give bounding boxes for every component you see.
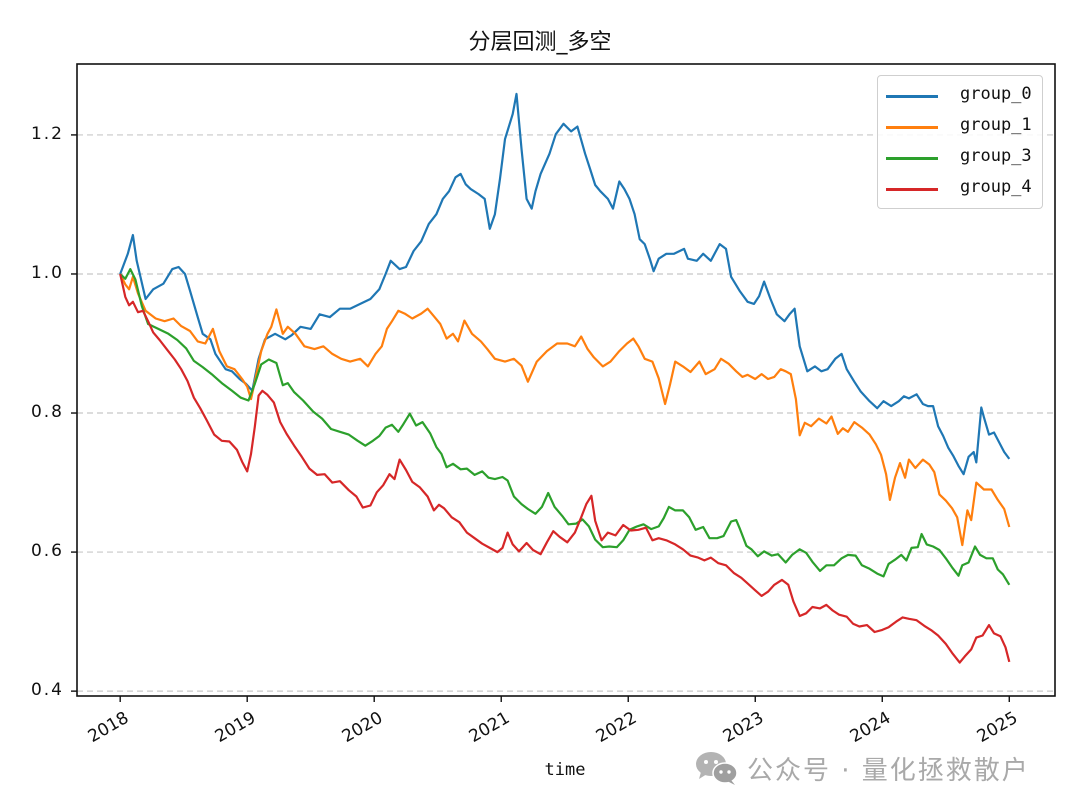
watermark-text: 公众号 · 量化拯救散户 — [747, 755, 1030, 786]
y-tick-label: 0.4 — [30, 680, 64, 701]
legend-swatch-icon — [886, 157, 938, 160]
x-axis-label: time — [544, 760, 586, 780]
axis-ticks — [71, 134, 1010, 702]
y-tick-label: 0.6 — [30, 541, 64, 562]
legend-item-group-3: group_3 — [886, 144, 1036, 174]
y-gridlines — [77, 134, 1055, 692]
line-group-3 — [119, 268, 1011, 586]
plot-frame — [76, 63, 1056, 697]
y-tick-label: 1.0 — [30, 262, 64, 283]
plot-lines — [119, 92, 1011, 664]
line-group-0 — [119, 92, 1011, 476]
legend-label: group_4 — [960, 177, 1032, 197]
line-group-4 — [119, 273, 1011, 664]
legend-label: group_3 — [960, 146, 1032, 166]
y-tick-label: 1.2 — [30, 123, 64, 144]
legend-label: group_1 — [960, 115, 1032, 135]
legend-item-group-4: group_4 — [886, 175, 1036, 205]
line-group-1 — [119, 273, 1011, 547]
legend-item-group-0: group_0 — [886, 82, 1036, 112]
wechat-icon — [695, 750, 739, 786]
y-tick-label: 0.8 — [30, 402, 64, 423]
legend: group_0 group_1 group_3 group_4 — [877, 75, 1043, 209]
legend-label: group_0 — [960, 84, 1032, 104]
legend-item-group-1: group_1 — [886, 113, 1036, 143]
legend-swatch-icon — [886, 188, 938, 191]
legend-swatch-icon — [886, 126, 938, 129]
legend-swatch-icon — [886, 95, 938, 98]
chart-title: 分层回测_多空 — [468, 30, 612, 55]
watermark: 公众号 · 量化拯救散户 — [695, 748, 1030, 788]
